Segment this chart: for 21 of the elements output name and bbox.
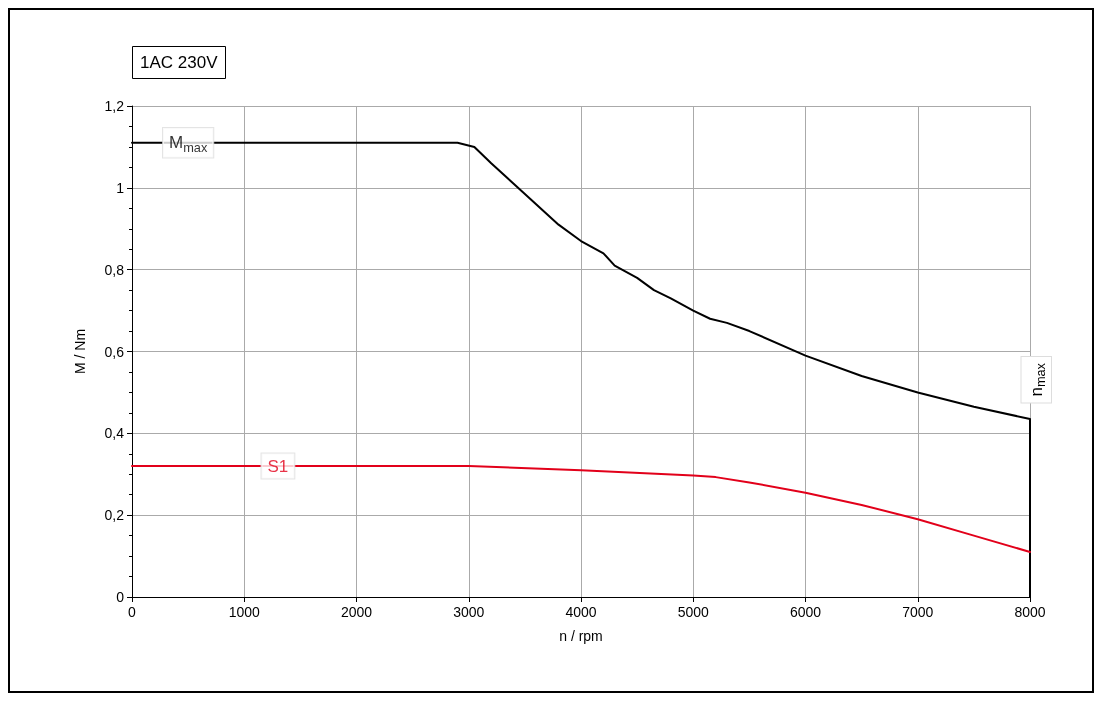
annotation: S1 [267,456,289,476]
x-tick-label: 5000 [677,604,710,620]
y-tick-label: 0,8 [104,261,125,278]
x-tick-label: 2000 [340,604,373,620]
x-tick-label: 8000 [1014,604,1046,620]
y-tick-label: 0,6 [104,343,125,360]
y-tick-label: 0 [116,589,125,605]
chart-title: 1AC 230V [140,53,219,72]
annotation: nmax [1026,362,1048,397]
y-axis-title: M / Nm [72,328,88,375]
y-tick-label: 0,2 [104,507,125,524]
x-axis-title: n / rpm [559,628,603,644]
y-tick-label: 1,2 [104,98,125,114]
x-tick-label: 4000 [565,604,597,620]
x-tick-label: 1000 [228,604,261,620]
x-tick-label: 0 [128,604,137,620]
y-tick-label: 1 [116,179,125,196]
x-tick-label: 6000 [789,604,822,620]
y-tick-label: 0,4 [104,425,125,442]
x-tick-label: 7000 [902,604,934,620]
x-tick-label: 3000 [453,604,485,620]
